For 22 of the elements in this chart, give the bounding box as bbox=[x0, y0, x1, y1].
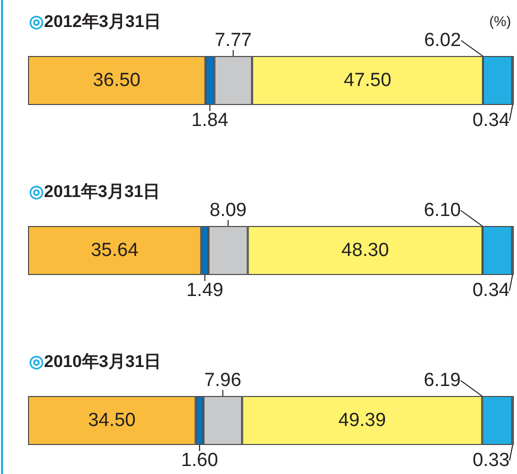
data-label: 8.09 bbox=[210, 200, 247, 221]
text: (%) bbox=[489, 13, 512, 29]
data-label: 6.19 bbox=[424, 370, 461, 391]
data-label: 47.50 bbox=[344, 70, 392, 91]
chart-title: ◎2011年3月31日 bbox=[29, 182, 160, 201]
data-label: 1.60 bbox=[181, 450, 218, 471]
data-label: 36.50 bbox=[92, 70, 140, 91]
data-label: 7.77 bbox=[214, 30, 252, 51]
data-label: 0.34 bbox=[472, 110, 510, 131]
data-label: 48.30 bbox=[341, 240, 389, 261]
data-label: 7.96 bbox=[204, 370, 242, 391]
chart-title: ◎2010年3月31日 bbox=[29, 352, 162, 371]
data-label: 35.64 bbox=[90, 240, 139, 261]
data-label: 0.33 bbox=[472, 450, 510, 471]
data-label: 34.50 bbox=[88, 410, 136, 431]
data-label: 49.39 bbox=[338, 410, 386, 431]
data-label: 6.10 bbox=[424, 200, 461, 221]
data-label: 1.84 bbox=[191, 110, 229, 131]
data-label: 6.02 bbox=[424, 30, 462, 51]
chart-title: ◎2012年3月31日 bbox=[29, 12, 162, 31]
data-label: 1.49 bbox=[186, 280, 224, 301]
data-label: 0.34 bbox=[472, 280, 510, 301]
